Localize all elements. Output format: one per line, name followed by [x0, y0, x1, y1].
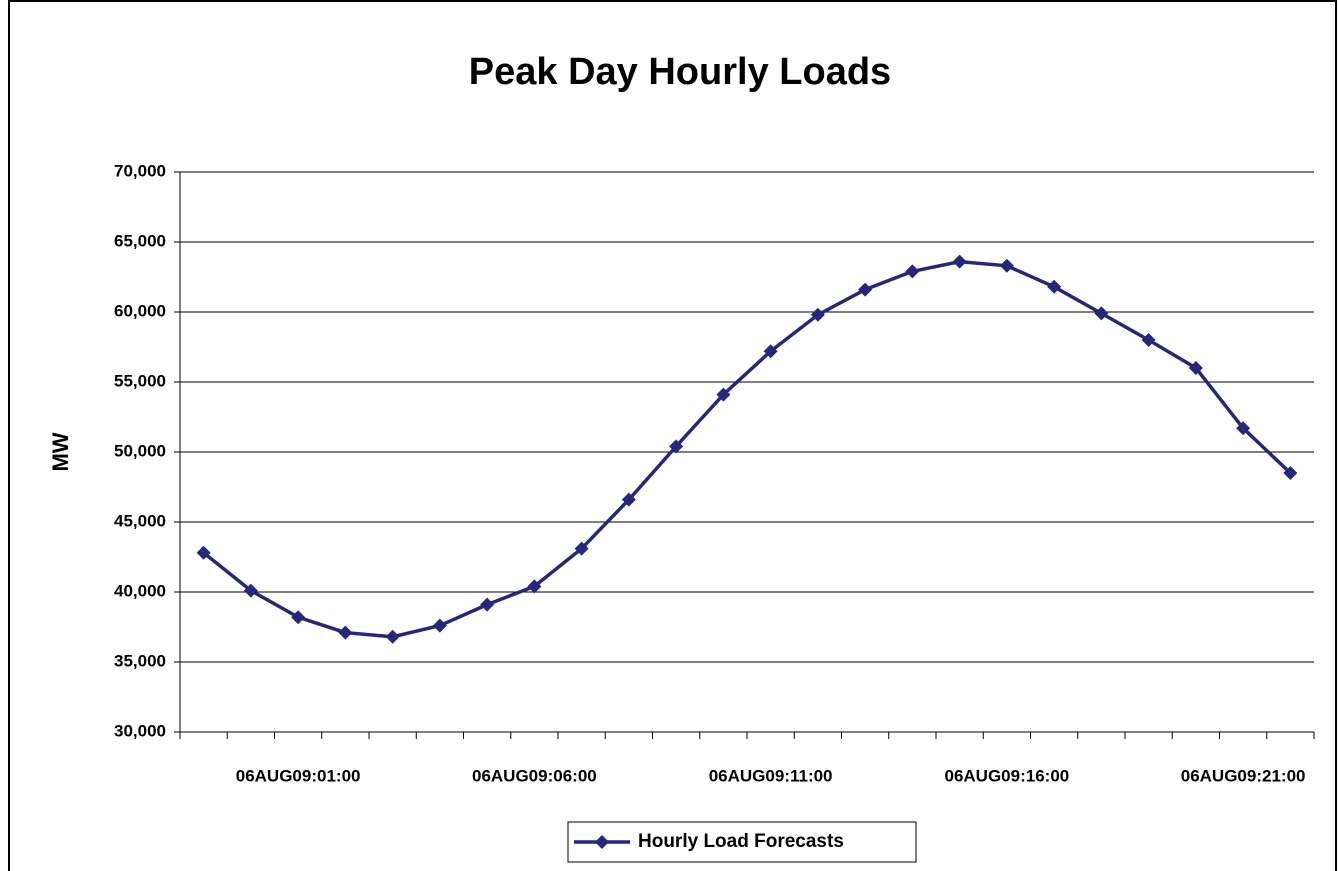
y-tick-label: 55,000 — [114, 371, 166, 390]
data-point — [1094, 306, 1109, 321]
y-tick-label: 65,000 — [114, 231, 166, 250]
data-point — [291, 610, 306, 625]
y-tick-label: 70,000 — [114, 161, 166, 180]
line-series — [202, 259, 1292, 639]
x-tick-label: 06AUG09:06:00 — [472, 766, 597, 785]
data-point — [669, 439, 684, 454]
data-point — [196, 545, 211, 560]
y-axis-label: MW — [48, 432, 73, 471]
data-point — [1188, 361, 1203, 375]
data-point — [810, 307, 825, 322]
data-point — [1283, 466, 1298, 480]
data-point — [432, 618, 447, 633]
data-point — [480, 597, 495, 612]
data-point — [385, 629, 400, 644]
y-tick-label: 40,000 — [114, 581, 166, 600]
data-point — [999, 258, 1014, 273]
legend-label: Hourly Load Forecasts — [638, 831, 844, 852]
data-point — [763, 344, 778, 359]
data-point — [1236, 421, 1251, 436]
data-point — [905, 264, 920, 279]
x-tick-label: 06AUG09:01:00 — [236, 766, 361, 785]
data-point — [716, 387, 731, 402]
y-tick-label: 50,000 — [114, 441, 166, 460]
data-point — [621, 492, 636, 507]
chart-border — [8, 0, 1337, 871]
data-point — [527, 579, 542, 594]
chart-title: Peak Day Hourly Loads — [469, 51, 891, 93]
data-point — [1141, 333, 1156, 347]
x-tick-label: 06AUG09:21:00 — [1181, 766, 1306, 785]
x-tick-label: 06AUG09:16:00 — [945, 766, 1070, 785]
y-tick-label: 60,000 — [114, 301, 166, 320]
y-tick-label: 35,000 — [114, 651, 166, 670]
y-tick-label: 45,000 — [114, 511, 166, 530]
legend-marker — [595, 835, 609, 849]
data-point — [952, 254, 967, 269]
y-tick-label: 30,000 — [114, 721, 166, 740]
data-point — [858, 282, 873, 297]
data-point — [243, 583, 258, 598]
data-point — [574, 541, 589, 556]
x-tick-label: 06AUG09:11:00 — [709, 766, 833, 785]
data-point — [338, 625, 353, 640]
data-point — [1047, 279, 1062, 294]
